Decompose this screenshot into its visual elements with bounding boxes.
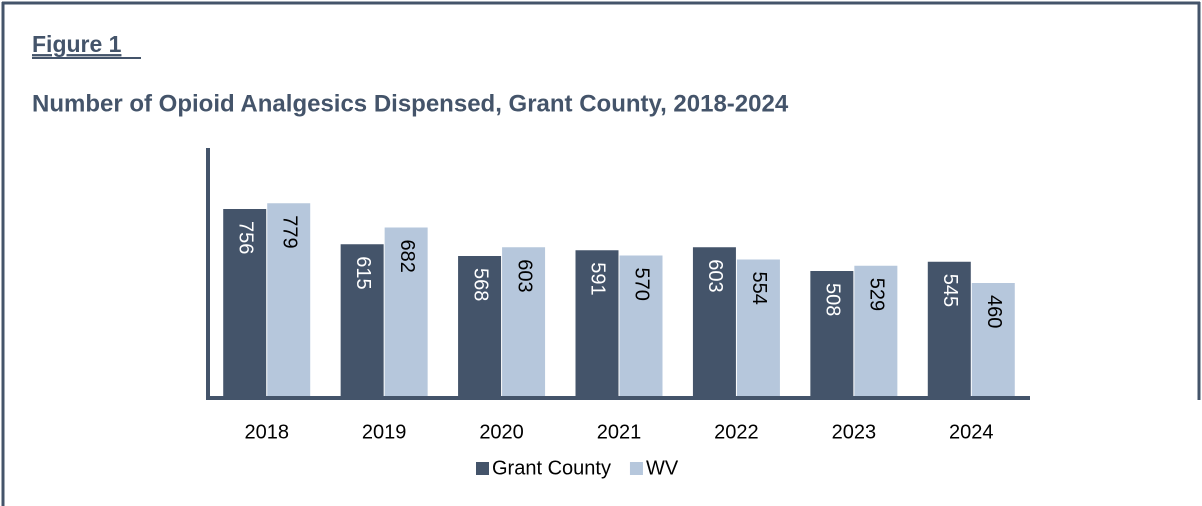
figure-label: Figure 1: [32, 31, 122, 57]
bar: [575, 250, 619, 398]
bar: [384, 227, 428, 398]
data-label: 568: [469, 268, 491, 301]
x-tick-label: 2020: [479, 421, 524, 443]
bar: [619, 255, 663, 398]
data-label: 779: [278, 215, 300, 248]
legend-label: Grant County: [492, 457, 611, 479]
x-tick-label: 2018: [244, 421, 289, 443]
data-label: 529: [866, 278, 888, 311]
bar: [502, 247, 546, 398]
chart-title: Number of Opioid Analgesics Dispensed, G…: [32, 90, 789, 117]
data-label: 591: [587, 262, 609, 295]
bar: [692, 247, 736, 398]
data-label: 554: [748, 272, 770, 305]
data-label: 756: [234, 221, 256, 254]
data-label: 508: [822, 283, 844, 316]
data-label: 603: [704, 259, 726, 292]
bar: [458, 256, 502, 398]
data-label: 570: [631, 268, 653, 301]
data-label: 615: [352, 256, 374, 289]
data-label: 682: [396, 240, 418, 273]
bar: [267, 203, 311, 398]
x-tick-label: 2023: [832, 421, 877, 443]
data-label: 460: [983, 295, 1005, 328]
bar: [340, 244, 384, 398]
x-tick-label: 2021: [597, 421, 642, 443]
legend-swatch: [476, 462, 489, 475]
bar: [971, 283, 1015, 398]
bar: [736, 259, 780, 398]
legend-swatch: [629, 462, 643, 475]
bar: [927, 261, 971, 398]
x-tick-label: 2022: [714, 421, 759, 443]
data-label: 603: [513, 259, 535, 292]
bar: [854, 265, 898, 398]
data-label: 545: [939, 274, 961, 307]
bar: [223, 209, 267, 398]
x-tick-label: 2024: [949, 421, 994, 443]
x-tick-label: 2019: [362, 421, 407, 443]
legend-label: WV: [646, 457, 679, 479]
bar: [810, 271, 854, 398]
